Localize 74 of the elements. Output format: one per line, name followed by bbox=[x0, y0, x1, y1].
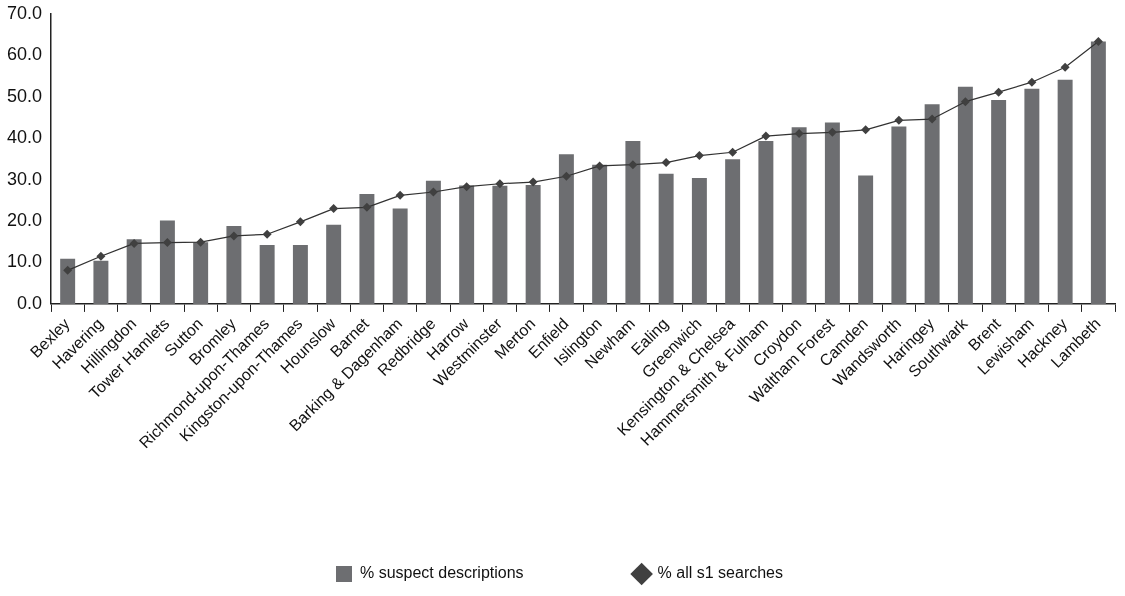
bar bbox=[758, 141, 774, 304]
point bbox=[462, 182, 472, 192]
point bbox=[728, 147, 738, 157]
bar bbox=[425, 180, 441, 304]
bar bbox=[326, 224, 342, 304]
point bbox=[395, 190, 405, 200]
y-tick-label: 70.0 bbox=[6, 2, 43, 23]
bar bbox=[1090, 41, 1106, 304]
point bbox=[362, 202, 372, 212]
bar bbox=[60, 258, 76, 304]
y-tick-label: 20.0 bbox=[6, 210, 43, 230]
point bbox=[661, 158, 671, 168]
legend-label: % all s1 searches bbox=[657, 564, 784, 582]
point bbox=[329, 204, 339, 214]
bar bbox=[126, 239, 142, 304]
point bbox=[927, 114, 937, 124]
bar bbox=[891, 126, 907, 304]
point bbox=[994, 87, 1004, 97]
point bbox=[1093, 37, 1103, 47]
bar bbox=[858, 175, 874, 304]
y-tick-label: 50.0 bbox=[6, 85, 43, 106]
point bbox=[761, 131, 771, 141]
point bbox=[694, 151, 704, 161]
y-tick-label: 30.0 bbox=[6, 168, 43, 189]
point bbox=[827, 127, 837, 137]
bar bbox=[991, 100, 1007, 304]
bar bbox=[292, 245, 308, 304]
point bbox=[1027, 77, 1037, 87]
point bbox=[960, 97, 970, 107]
bar bbox=[558, 154, 574, 304]
bar bbox=[1057, 79, 1073, 304]
y-tick-label: 60.0 bbox=[6, 44, 43, 65]
point bbox=[794, 129, 804, 139]
point bbox=[495, 179, 505, 189]
point bbox=[63, 265, 73, 275]
bar bbox=[658, 173, 674, 304]
bar bbox=[791, 127, 807, 304]
point bbox=[428, 187, 438, 197]
y-tick-label: 0.0 bbox=[17, 292, 43, 313]
y-tick-label: 40.0 bbox=[6, 127, 43, 148]
bar bbox=[924, 104, 940, 304]
bar bbox=[226, 226, 242, 304]
bar bbox=[592, 164, 608, 304]
bar bbox=[691, 177, 707, 304]
bar bbox=[93, 260, 109, 304]
point bbox=[628, 160, 638, 170]
legend-label: % suspect descriptions bbox=[359, 564, 524, 582]
point bbox=[595, 161, 605, 171]
point bbox=[1060, 62, 1070, 72]
point bbox=[861, 125, 871, 135]
bar bbox=[625, 141, 641, 304]
bar bbox=[957, 86, 973, 304]
bar bbox=[359, 194, 375, 304]
point bbox=[196, 237, 206, 247]
bar bbox=[525, 184, 541, 304]
point bbox=[229, 231, 239, 241]
bar bbox=[1024, 88, 1040, 304]
bar bbox=[459, 185, 475, 304]
point bbox=[528, 177, 538, 187]
point bbox=[162, 238, 172, 248]
point bbox=[96, 251, 106, 261]
bar bbox=[392, 208, 408, 304]
bar bbox=[159, 220, 175, 304]
bar bbox=[193, 242, 209, 304]
bar bbox=[259, 245, 275, 304]
bar bbox=[824, 122, 840, 304]
point bbox=[894, 115, 904, 125]
bar bbox=[492, 185, 508, 304]
point bbox=[129, 238, 139, 248]
point bbox=[295, 217, 305, 227]
point bbox=[262, 229, 272, 239]
y-tick-label: 10.0 bbox=[6, 251, 43, 272]
bar bbox=[725, 159, 741, 304]
point bbox=[561, 171, 571, 181]
